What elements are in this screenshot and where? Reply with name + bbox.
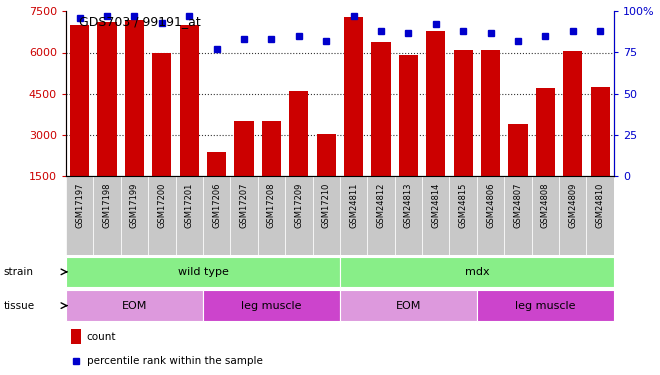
Text: GSM24812: GSM24812 — [376, 183, 385, 228]
Text: GSM24815: GSM24815 — [459, 183, 468, 228]
Bar — [532, 176, 559, 255]
Bar — [508, 124, 527, 176]
Text: GSM24807: GSM24807 — [513, 183, 523, 228]
Bar — [121, 176, 148, 255]
Bar — [477, 290, 614, 321]
Text: strain: strain — [3, 267, 33, 277]
Bar — [591, 87, 610, 176]
Bar — [422, 176, 449, 255]
Bar — [395, 176, 422, 255]
Text: EOM: EOM — [396, 301, 421, 310]
Bar — [180, 25, 199, 176]
Text: GSM24806: GSM24806 — [486, 183, 495, 228]
Bar — [152, 53, 172, 176]
Text: leg muscle: leg muscle — [515, 301, 576, 310]
Text: GSM24811: GSM24811 — [349, 183, 358, 228]
Bar — [563, 51, 582, 176]
Bar — [344, 17, 363, 176]
Bar — [285, 176, 313, 255]
Bar — [203, 176, 230, 255]
Text: GSM17200: GSM17200 — [157, 183, 166, 228]
Bar — [477, 176, 504, 255]
Bar — [399, 55, 418, 176]
Text: GDS703 / 99191_at: GDS703 / 99191_at — [79, 15, 201, 28]
Bar — [481, 50, 500, 176]
Bar — [125, 20, 144, 176]
Bar — [70, 25, 89, 176]
Bar — [453, 50, 473, 176]
Bar — [340, 176, 367, 255]
Text: GSM17207: GSM17207 — [240, 183, 249, 228]
Bar — [66, 256, 340, 287]
Text: wild type: wild type — [178, 267, 228, 277]
Bar — [257, 176, 285, 255]
Bar — [504, 176, 532, 255]
Text: GSM17209: GSM17209 — [294, 183, 304, 228]
Text: count: count — [87, 332, 116, 342]
Bar — [426, 30, 446, 176]
Bar — [340, 290, 477, 321]
Bar — [94, 176, 121, 255]
Text: GSM24809: GSM24809 — [568, 183, 578, 228]
Text: GSM17198: GSM17198 — [102, 183, 112, 228]
Text: mdx: mdx — [465, 267, 489, 277]
Text: GSM17208: GSM17208 — [267, 183, 276, 228]
Text: tissue: tissue — [3, 301, 34, 310]
Bar — [587, 176, 614, 255]
Bar — [66, 176, 94, 255]
Bar — [289, 91, 308, 176]
Text: GSM17210: GSM17210 — [321, 183, 331, 228]
Bar — [234, 121, 253, 176]
Bar — [230, 176, 257, 255]
Bar — [203, 290, 340, 321]
Text: GSM24808: GSM24808 — [541, 183, 550, 228]
Bar — [176, 176, 203, 255]
Text: GSM24813: GSM24813 — [404, 183, 413, 228]
Text: GSM24814: GSM24814 — [431, 183, 440, 228]
Text: GSM17201: GSM17201 — [185, 183, 194, 228]
Bar — [313, 176, 340, 255]
Bar — [367, 176, 395, 255]
Bar — [340, 256, 614, 287]
Bar — [317, 134, 336, 176]
Bar — [449, 176, 477, 255]
Bar — [262, 121, 281, 176]
Bar — [148, 176, 176, 255]
Text: GSM17199: GSM17199 — [130, 183, 139, 228]
Text: GSM24810: GSM24810 — [595, 183, 605, 228]
Bar — [71, 329, 81, 344]
Bar — [98, 22, 117, 176]
Text: GSM17206: GSM17206 — [212, 183, 221, 228]
Bar — [207, 152, 226, 176]
Bar — [372, 42, 391, 176]
Text: GSM17197: GSM17197 — [75, 183, 84, 228]
Text: percentile rank within the sample: percentile rank within the sample — [87, 356, 263, 366]
Text: leg muscle: leg muscle — [241, 301, 302, 310]
Bar — [66, 290, 203, 321]
Text: EOM: EOM — [122, 301, 147, 310]
Bar — [559, 176, 587, 255]
Bar — [536, 88, 555, 176]
